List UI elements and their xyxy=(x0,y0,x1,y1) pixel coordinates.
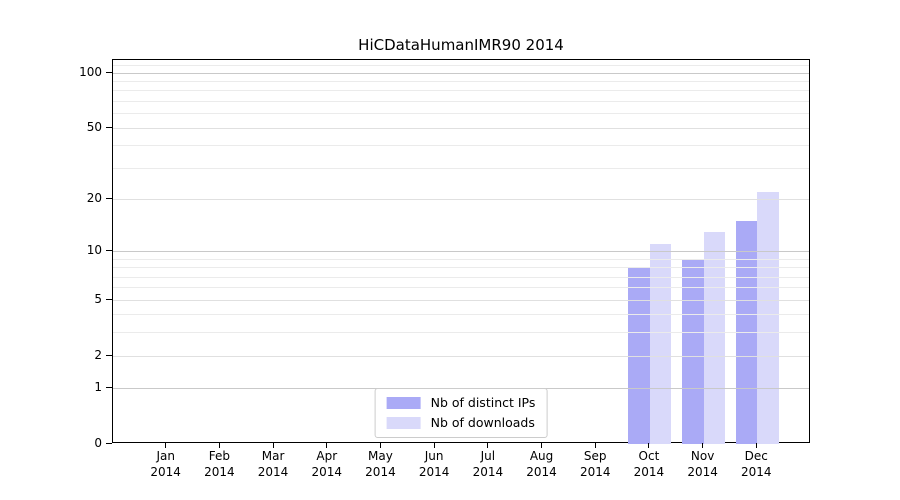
y-tick-label: 2 xyxy=(94,347,102,362)
y-tick-mark xyxy=(106,126,112,128)
legend-label-distinct-ips: Nb of distinct IPs xyxy=(430,395,536,410)
x-tick-label: Sep 2014 xyxy=(579,449,611,479)
minor-gridline xyxy=(113,90,809,92)
major-gridline xyxy=(113,355,809,357)
y-tick-label: 0 xyxy=(94,436,102,450)
x-tick-label: Apr 2014 xyxy=(311,449,343,479)
x-tick-mark xyxy=(433,443,435,448)
y-tick-mark xyxy=(106,197,112,199)
minor-gridline xyxy=(113,145,809,147)
y-tick-mark xyxy=(106,354,112,356)
minor-gridline xyxy=(113,276,809,278)
legend-swatch-downloads xyxy=(386,416,421,429)
x-tick-mark xyxy=(379,443,381,448)
minor-gridline xyxy=(113,332,809,334)
x-tick-label: Dec 2014 xyxy=(741,449,772,479)
minor-gridline xyxy=(113,267,809,269)
plot-area: Nb of distinct IPs Nb of downloads xyxy=(112,59,810,444)
bar-oct-downloads xyxy=(649,243,672,444)
x-tick-label: Oct 2014 xyxy=(633,449,665,479)
x-tick-mark xyxy=(702,443,704,448)
x-tick-label: May 2014 xyxy=(365,449,396,479)
x-tick-label: Jul 2014 xyxy=(472,449,504,479)
y-tick-label: 20 xyxy=(86,190,102,205)
x-tick-mark xyxy=(272,443,274,448)
bar-nov-downloads xyxy=(703,231,726,444)
minor-gridline xyxy=(113,64,809,66)
chart-title: HiCDataHumanIMR90 2014 xyxy=(358,36,564,54)
x-tick-mark xyxy=(755,443,757,448)
bar-dec-downloads xyxy=(757,191,779,444)
x-tick-label: Aug 2014 xyxy=(526,449,557,479)
minor-gridline xyxy=(113,80,809,82)
y-tick-label: 5 xyxy=(94,291,102,306)
x-tick-label: Jan 2014 xyxy=(150,449,181,479)
y-tick-mark xyxy=(106,71,112,73)
x-tick-label: Nov 2014 xyxy=(687,449,718,479)
minor-gridline xyxy=(113,167,809,169)
x-tick-mark xyxy=(541,443,543,448)
y-tick-label: 10 xyxy=(86,242,102,257)
x-tick-mark xyxy=(218,443,220,448)
y-tick-label: 1 xyxy=(94,380,102,395)
major-gridline xyxy=(113,198,809,200)
legend-item-distinct-ips: Nb of distinct IPs xyxy=(386,395,536,410)
legend-item-downloads: Nb of downloads xyxy=(386,415,536,430)
major-gridline xyxy=(113,72,809,74)
x-tick-label: Mar 2014 xyxy=(257,449,289,479)
x-tick-mark xyxy=(326,443,328,448)
y-tick-mark xyxy=(106,387,112,389)
major-gridline xyxy=(113,250,809,252)
y-tick-label: 100 xyxy=(79,64,102,79)
legend-swatch-distinct-ips xyxy=(386,396,421,409)
x-tick-label: Jun 2014 xyxy=(418,449,450,479)
minor-gridline xyxy=(113,113,809,115)
x-tick-mark xyxy=(594,443,596,448)
minor-gridline xyxy=(113,314,809,316)
y-tick-mark xyxy=(106,298,112,300)
x-tick-label: Feb 2014 xyxy=(204,449,235,479)
y-tick-mark xyxy=(106,249,112,251)
x-tick-mark xyxy=(648,443,650,448)
minor-gridline xyxy=(113,100,809,102)
y-tick-mark xyxy=(106,443,112,444)
legend-label-downloads: Nb of downloads xyxy=(430,415,535,430)
minor-gridline xyxy=(113,258,809,260)
legend: Nb of distinct IPs Nb of downloads xyxy=(374,388,548,438)
x-tick-mark xyxy=(487,443,489,448)
y-tick-label: 50 xyxy=(86,119,102,134)
bar-nov-distinct-ips xyxy=(682,258,704,444)
major-gridline xyxy=(113,127,809,129)
major-gridline xyxy=(113,299,809,301)
minor-gridline xyxy=(113,287,809,289)
x-tick-mark xyxy=(165,443,167,448)
